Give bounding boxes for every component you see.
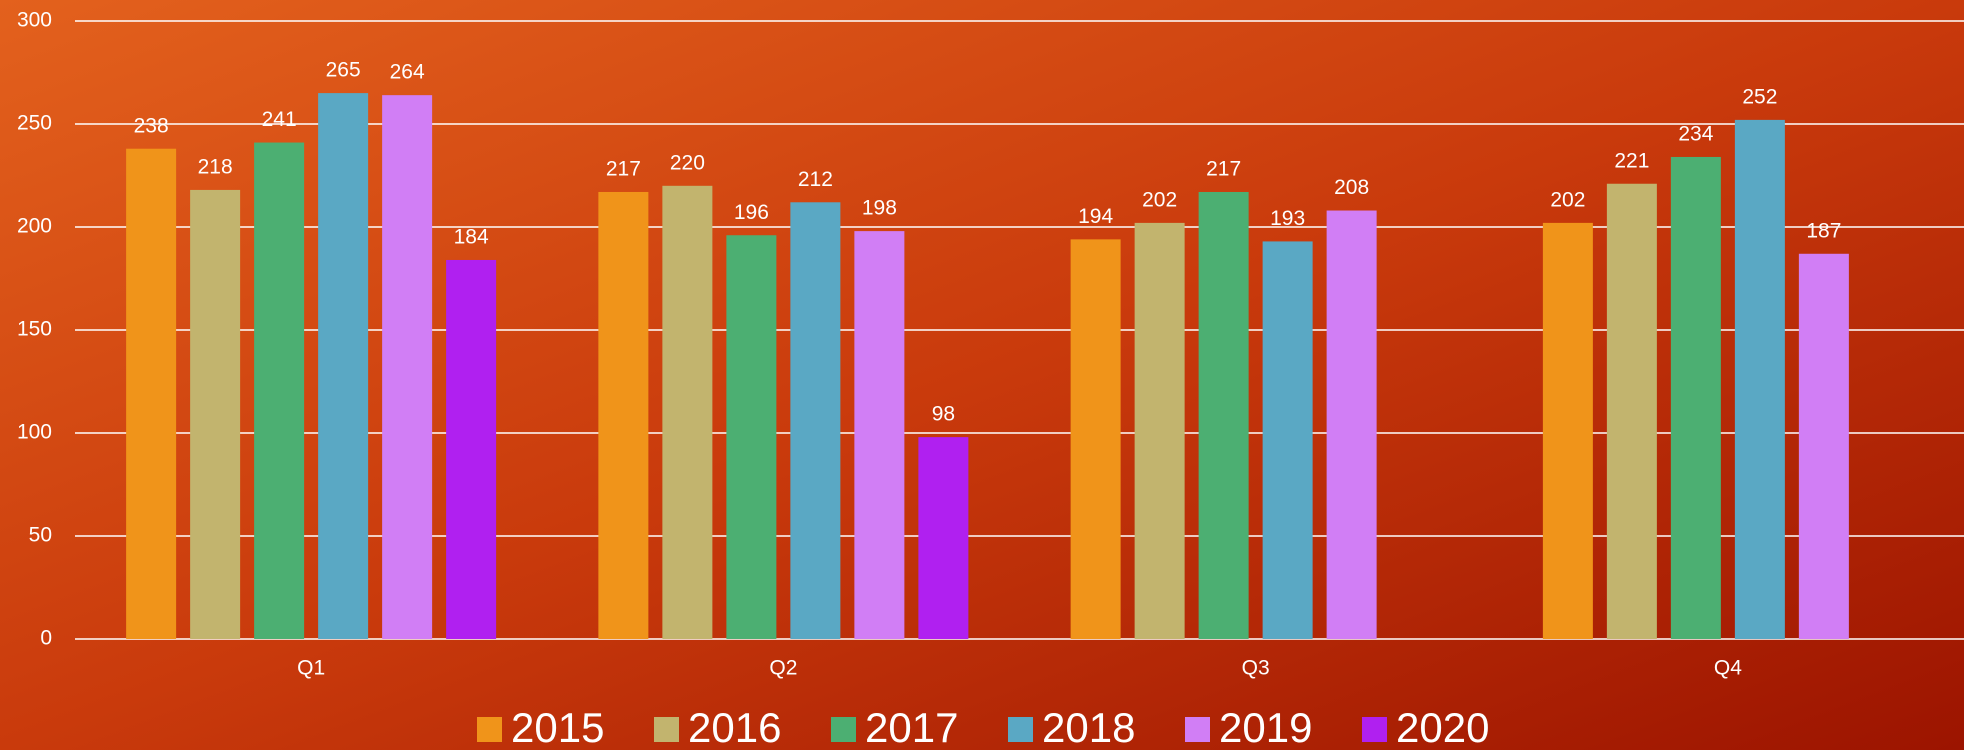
y-tick-label: 0 [40,627,52,650]
bar [726,235,777,640]
data-label: 217 [1206,158,1241,181]
data-label: 202 [1550,188,1585,211]
bar [318,93,369,640]
data-label: 193 [1270,207,1305,230]
bar [1542,222,1593,639]
y-tick-label: 150 [17,318,52,341]
legend-label: 2020 [1396,704,1489,750]
data-label: 208 [1334,176,1369,199]
bar [854,231,905,639]
y-tick-label: 300 [17,9,52,32]
bar [790,202,841,639]
y-tick-label: 100 [17,421,52,444]
data-label: 218 [198,155,233,178]
bar [1670,156,1721,639]
y-tick-label: 50 [29,524,52,547]
legend-swatch [831,717,856,742]
bar [918,437,969,639]
legend-swatch [1185,717,1210,742]
data-label: 187 [1806,219,1841,242]
legend-label: 2018 [1042,704,1135,750]
x-tick-label: Q2 [769,657,797,680]
legend-swatch [477,717,502,742]
x-tick-label: Q3 [1242,657,1270,680]
bar [382,95,433,639]
y-tick-label: 250 [17,112,52,135]
bar [1734,119,1785,639]
data-label: 98 [932,403,955,426]
data-label: 196 [734,201,769,224]
data-label: 241 [262,108,297,131]
data-label: 221 [1614,149,1649,172]
bar [1198,191,1249,640]
bar [662,185,713,640]
bar [254,142,305,640]
legend-label: 2019 [1219,704,1312,750]
y-tick-label: 200 [17,215,52,238]
bar [126,148,177,639]
data-label: 184 [454,226,489,249]
bar [598,191,649,640]
legend-swatch [654,717,679,742]
legend-label: 2017 [865,704,958,750]
data-label: 217 [606,158,641,181]
legend-label: 2016 [688,704,781,750]
data-label: 252 [1742,85,1777,108]
data-label: 220 [670,151,705,174]
data-label: 265 [326,59,361,82]
bar [446,259,497,639]
data-label: 198 [862,197,897,220]
bar [190,189,241,640]
x-tick-label: Q4 [1714,657,1742,680]
data-label: 212 [798,168,833,191]
legend-label: 2015 [511,704,604,750]
x-tick-label: Q1 [297,657,325,680]
legend-swatch [1362,717,1387,742]
legend-swatch [1008,717,1033,742]
bar [1326,210,1377,639]
data-label: 264 [390,61,425,84]
data-label: 234 [1678,123,1713,146]
bar [1134,222,1185,639]
bar [1262,241,1313,640]
bar [1798,253,1849,639]
bar [1606,183,1657,640]
data-label: 202 [1142,188,1177,211]
data-label: 238 [134,114,169,137]
bar [1070,239,1121,640]
data-label: 194 [1078,205,1113,228]
